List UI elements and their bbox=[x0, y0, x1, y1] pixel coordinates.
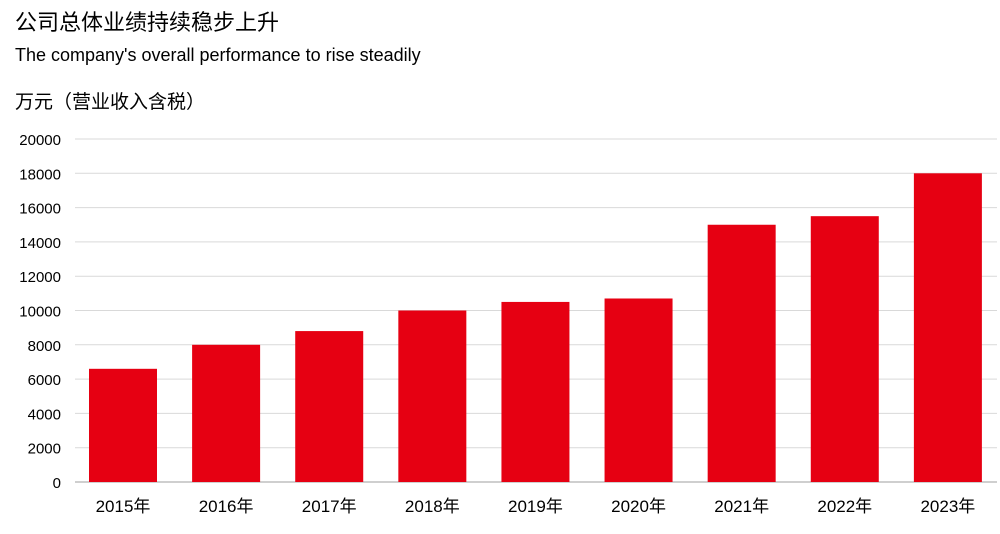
bar bbox=[295, 331, 364, 482]
y-tick-label: 0 bbox=[53, 475, 61, 492]
y-tick-label: 14000 bbox=[19, 235, 61, 252]
bar bbox=[501, 301, 570, 482]
chart-subtitle: The company's overall performance to ris… bbox=[15, 45, 421, 65]
x-tick-label: 2022年 bbox=[817, 497, 872, 516]
y-tick-label: 4000 bbox=[28, 406, 61, 423]
y-tick-label: 16000 bbox=[19, 201, 61, 218]
y-tick-label: 12000 bbox=[19, 269, 61, 286]
y-tick-label: 10000 bbox=[19, 304, 61, 321]
x-tick-label: 2017年 bbox=[302, 497, 357, 516]
x-tick-label: 2023年 bbox=[920, 497, 975, 516]
bar bbox=[398, 310, 467, 482]
x-tick-label: 2020年 bbox=[611, 497, 666, 516]
x-tick-label: 2021年 bbox=[714, 497, 769, 516]
bar bbox=[604, 298, 673, 482]
chart-title: 公司总体业绩持续稳步上升 bbox=[15, 10, 280, 35]
y-axis-unit-label: 万元（营业收入含税） bbox=[15, 92, 206, 113]
x-tick-label: 2018年 bbox=[405, 497, 460, 516]
bar bbox=[192, 344, 261, 482]
y-tick-label: 2000 bbox=[28, 441, 61, 458]
y-tick-label: 8000 bbox=[28, 338, 61, 355]
y-tick-label: 18000 bbox=[19, 166, 61, 183]
x-tick-label: 2019年 bbox=[508, 497, 563, 516]
x-tick-label: 2015年 bbox=[96, 497, 151, 516]
y-tick-label: 6000 bbox=[28, 372, 61, 389]
y-tick-label: 20000 bbox=[19, 132, 61, 149]
bar bbox=[913, 173, 982, 483]
bar bbox=[707, 224, 776, 482]
bar bbox=[89, 368, 157, 482]
x-tick-label: 2016年 bbox=[199, 497, 254, 516]
bar bbox=[810, 216, 879, 483]
